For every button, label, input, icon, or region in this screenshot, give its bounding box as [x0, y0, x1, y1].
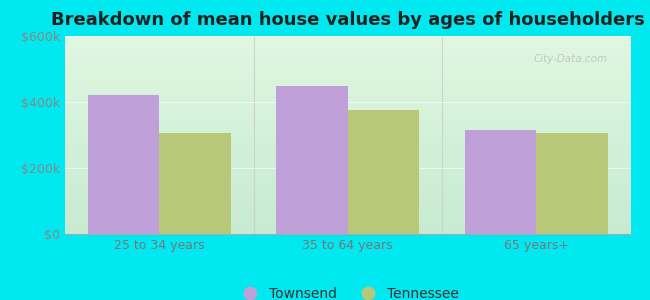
Bar — [536, 133, 608, 234]
Bar — [276, 85, 348, 234]
Bar — [348, 110, 419, 234]
Bar — [159, 133, 231, 234]
Bar — [465, 130, 536, 234]
Legend: Townsend, Tennessee: Townsend, Tennessee — [231, 281, 465, 300]
Text: City-Data.com: City-Data.com — [534, 54, 608, 64]
Bar — [88, 95, 159, 234]
Title: Breakdown of mean house values by ages of householders: Breakdown of mean house values by ages o… — [51, 11, 645, 29]
